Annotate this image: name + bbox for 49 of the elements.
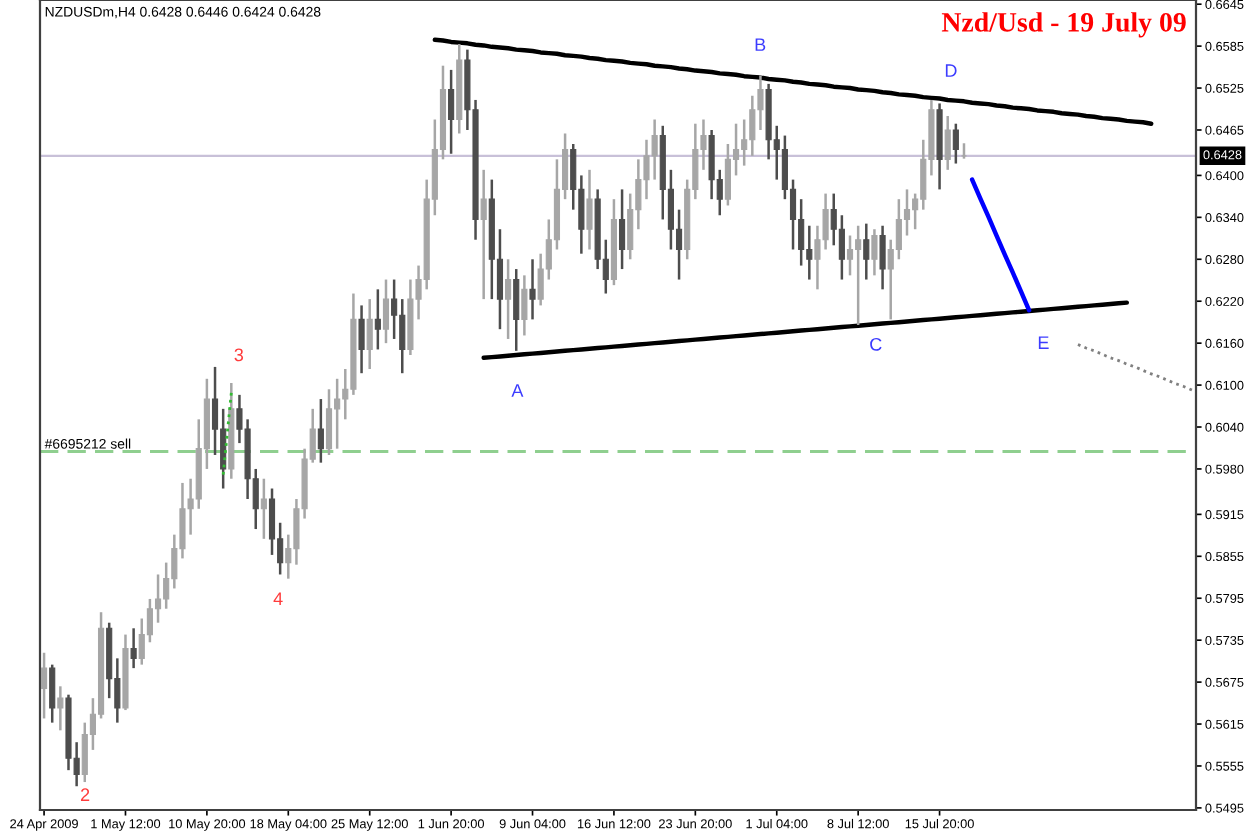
candlestick [586,168,593,251]
candlestick [366,297,373,371]
candlestick [505,258,512,341]
candlestick [334,377,341,450]
annotation: D [945,64,957,77]
candlestick [798,197,805,267]
candlestick [952,122,959,165]
candlestick [944,114,951,172]
candlestick [399,297,406,375]
candlestick [374,288,381,351]
candlestick [382,278,390,345]
annotation: E [1038,336,1049,349]
candlestick [879,224,886,291]
annotation: 2 [80,788,90,801]
candlestick [49,663,56,724]
candlestick [40,651,48,720]
candlestick [130,627,137,670]
candlestick [513,267,520,353]
candlestick [521,274,528,337]
line-series [969,177,1032,313]
candlestick [480,168,487,301]
annotation: B [755,38,766,51]
candlestick [855,224,862,327]
candlestick [618,188,626,271]
line-series [1076,343,1194,392]
candlestick [448,68,455,155]
chart-title: Nzd/Usd - 19 July 09 [941,12,1186,38]
candlestick [268,487,276,557]
candlestick [749,94,756,158]
candlestick [871,227,878,277]
candlestick [81,721,88,784]
annotation: 3 [234,348,244,362]
line-series [481,300,1130,361]
candlestick [529,258,536,321]
annotation: A [511,384,524,397]
candlestick [806,224,813,281]
candlestick [724,142,731,207]
candlestick [57,685,64,732]
candlestick [260,477,267,541]
candlestick [863,222,870,281]
candlestick [708,128,715,201]
candlestick [317,397,324,464]
candlestick [838,214,845,281]
candlestick [358,304,365,375]
candlestick [325,388,333,457]
annotation: C [870,337,882,351]
annotation: 4 [273,592,283,605]
line-series [432,37,1154,126]
candlestick [846,234,854,277]
